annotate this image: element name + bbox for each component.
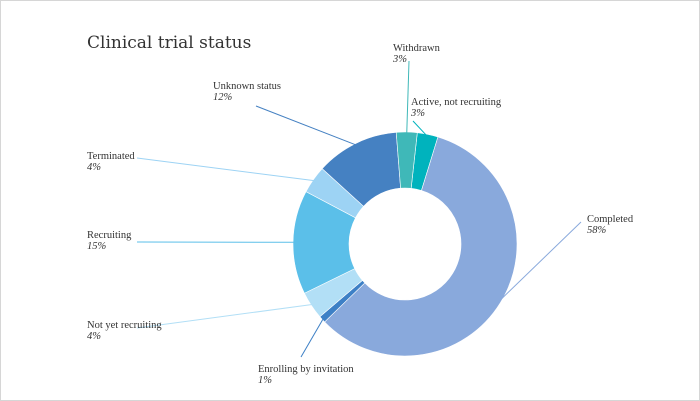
slice-label: Active, not recruiting bbox=[411, 97, 502, 108]
slice-label: Recruiting bbox=[87, 230, 132, 241]
slice-label: Unknown status bbox=[213, 81, 281, 92]
slice-value-label: 58% bbox=[587, 225, 607, 236]
slice-value-label: 3% bbox=[410, 108, 425, 119]
leader-line bbox=[412, 120, 428, 137]
leader-line bbox=[498, 221, 582, 302]
slice-value-label: 4% bbox=[87, 162, 101, 173]
leader-lines-group bbox=[136, 60, 582, 358]
slice-label: Terminated bbox=[87, 151, 135, 162]
slice-value-label: 1% bbox=[258, 375, 272, 386]
slice-label: Enrolling by invitation bbox=[258, 364, 354, 375]
leader-line bbox=[406, 60, 410, 135]
slice-value-label: 3% bbox=[392, 54, 407, 65]
slice-value-label: 15% bbox=[87, 241, 107, 252]
slice-label: Completed bbox=[587, 214, 634, 225]
leader-line bbox=[255, 105, 357, 146]
leader-line bbox=[136, 157, 316, 182]
slices-group bbox=[292, 131, 518, 357]
slice-label: Withdrawn bbox=[393, 43, 441, 54]
slice-value-label: 4% bbox=[87, 331, 101, 342]
leader-line bbox=[136, 303, 314, 329]
slice-completed bbox=[324, 136, 518, 357]
slice-label: Not yet recruiting bbox=[87, 320, 162, 331]
slice-withdrawn bbox=[395, 131, 418, 189]
labels-group: Active, not recruiting3%Completed58%Enro… bbox=[87, 43, 634, 386]
slice-value-label: 12% bbox=[213, 92, 233, 103]
leader-line bbox=[300, 317, 325, 358]
chart-title: Clinical trial status bbox=[87, 33, 251, 53]
